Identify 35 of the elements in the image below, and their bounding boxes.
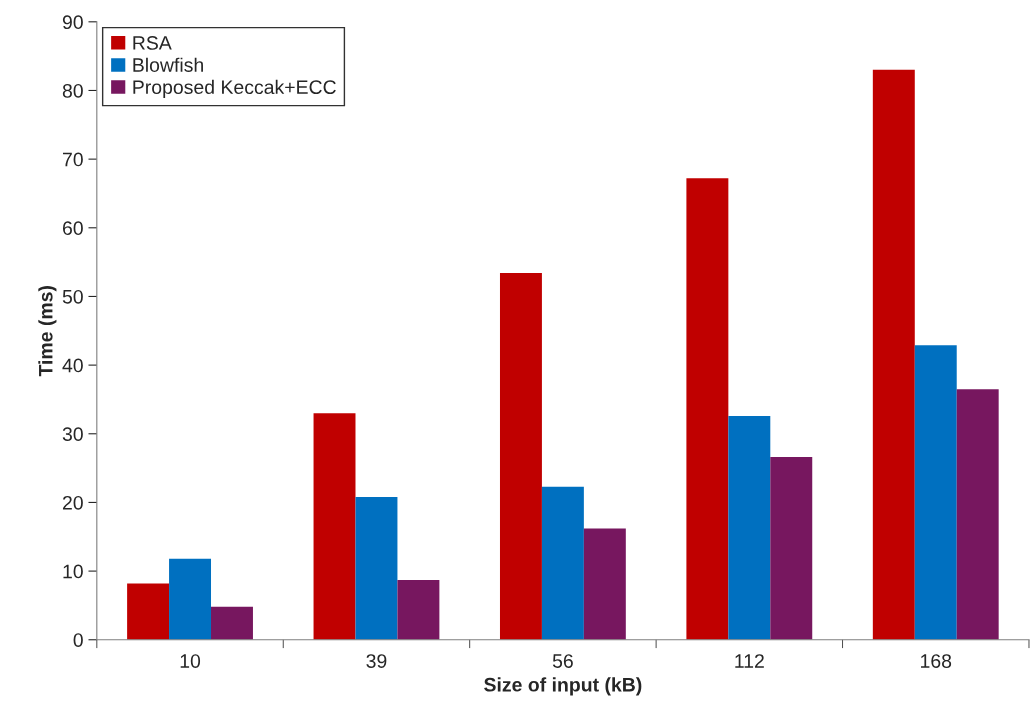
bar: [541, 486, 584, 640]
y-tick-label: 30: [62, 427, 83, 442]
bar: [313, 413, 356, 640]
bar: [956, 389, 999, 640]
y-tick-label: 20: [62, 495, 83, 510]
legend-label: RSA: [133, 36, 172, 50]
y-tick-label: 90: [62, 15, 83, 30]
bar: [770, 457, 813, 640]
x-axis-title: Size of input (kB): [484, 677, 642, 696]
x-tick-label: 112: [735, 654, 764, 668]
y-tick-label: 50: [62, 289, 83, 304]
y-tick-label: 80: [62, 83, 83, 98]
x-tick-label: 39: [366, 654, 387, 668]
y-tick-label: 60: [62, 221, 83, 236]
bar: [583, 528, 626, 640]
bar: [127, 583, 170, 640]
legend-label: Blowfish: [133, 57, 203, 72]
bar: [728, 415, 771, 640]
bar: [499, 273, 542, 640]
bar: [914, 345, 957, 640]
bar: [397, 580, 440, 640]
bar: [211, 606, 253, 640]
x-tick-label: 10: [180, 654, 201, 668]
y-axis-title: Time (ms): [38, 286, 57, 377]
y-tick-label: 0: [73, 633, 83, 647]
bar: [169, 558, 212, 640]
bar: [686, 178, 729, 640]
x-tick-label: 168: [921, 654, 952, 668]
y-tick-label: 70: [63, 152, 83, 167]
bar: [872, 69, 915, 640]
bar: [355, 496, 398, 640]
y-tick-label: 40: [62, 358, 83, 373]
y-tick-label: 10: [63, 564, 83, 579]
x-tick-label: 56: [552, 654, 573, 668]
legend-label: Proposed Keccak+ECC: [133, 79, 336, 98]
